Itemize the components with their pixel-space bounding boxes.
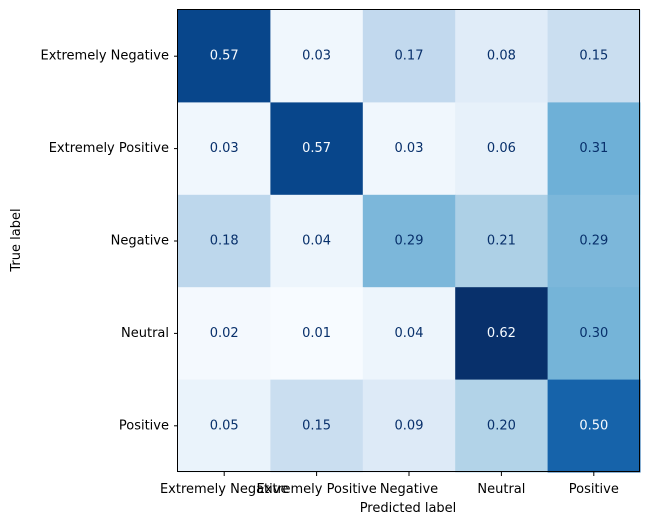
x-tick-label: Extremely Negative <box>160 482 289 497</box>
cell-value-label: 0.62 <box>487 326 516 341</box>
heatmap-cell <box>270 194 364 288</box>
y-tick-label: Negative <box>111 234 169 249</box>
cell-value-label: 0.15 <box>579 49 608 64</box>
heatmap-cell <box>362 379 456 473</box>
cell-value-label: 0.03 <box>302 49 331 64</box>
y-axis-ticks: Extremely Negative Extremely Positive Nega… <box>40 49 178 433</box>
heatmap-cell <box>270 379 364 473</box>
cell-value-label: 0.04 <box>395 326 424 341</box>
heatmap-cell <box>178 194 271 288</box>
cell-value-label: 0.30 <box>579 326 608 341</box>
cell-value-label: 0.05 <box>210 418 239 433</box>
cell-value-label: 0.17 <box>395 49 424 64</box>
heatmap-cell <box>455 194 549 288</box>
x-tick-label: Extremely Positive <box>256 482 376 497</box>
heatmap-cell <box>362 194 456 288</box>
y-tick-label: Extremely Negative <box>40 49 169 64</box>
cell-value-label: 0.01 <box>302 326 331 341</box>
heatmap-cell <box>455 287 549 381</box>
heatmap-cell <box>362 10 456 103</box>
heatmap-cell <box>362 102 456 196</box>
heatmap-cell <box>547 287 641 381</box>
heatmap-cell <box>455 102 549 196</box>
heatmap-cells <box>178 10 641 473</box>
cell-value-label: 0.57 <box>302 141 331 156</box>
heatmap-cell-labels: 0.57 0.03 0.17 0.08 0.15 0.03 0.57 0.03 0.06 0.31… <box>210 49 609 434</box>
heatmap-cell <box>547 10 641 103</box>
y-tick-label: Neutral <box>121 326 169 341</box>
cell-value-label: 0.29 <box>395 234 424 249</box>
heatmap-cell <box>270 287 364 381</box>
y-tick-label: Positive <box>119 418 169 433</box>
heatmap-cell <box>547 194 641 288</box>
heatmap-cell <box>547 379 641 473</box>
cell-value-label: 0.50 <box>579 418 608 433</box>
cell-value-label: 0.57 <box>210 49 239 64</box>
cell-value-label: 0.06 <box>487 141 516 156</box>
cell-value-label: 0.08 <box>487 49 516 64</box>
cell-value-label: 0.29 <box>579 234 608 249</box>
x-tick-label: Negative <box>380 482 438 497</box>
cell-value-label: 0.21 <box>487 234 516 249</box>
cell-value-label: 0.04 <box>302 234 331 249</box>
heatmap-cell <box>547 102 641 196</box>
heatmap-cell <box>455 10 549 103</box>
x-tick-label: Neutral <box>477 482 525 497</box>
y-tick-label: Extremely Positive <box>49 141 169 156</box>
y-axis-label: True label <box>9 208 24 272</box>
cell-value-label: 0.15 <box>302 418 331 433</box>
heatmap-cell <box>270 102 364 196</box>
heatmap-cell <box>455 379 549 473</box>
heatmap-cell <box>178 287 271 381</box>
cell-value-label: 0.03 <box>210 141 239 156</box>
x-axis-label: Predicted label <box>360 501 457 516</box>
cell-value-label: 0.02 <box>210 326 239 341</box>
x-tick-label: Positive <box>569 482 619 497</box>
heatmap-cell <box>362 287 456 381</box>
cell-value-label: 0.20 <box>487 418 516 433</box>
cell-value-label: 0.09 <box>395 418 424 433</box>
heatmap-cell <box>178 10 271 103</box>
heatmap-cell <box>178 102 271 196</box>
cell-value-label: 0.18 <box>210 234 239 249</box>
heatmap-cell <box>270 10 364 103</box>
cell-value-label: 0.31 <box>579 141 608 156</box>
cell-value-label: 0.03 <box>395 141 424 156</box>
heatmap-cell <box>178 379 271 473</box>
